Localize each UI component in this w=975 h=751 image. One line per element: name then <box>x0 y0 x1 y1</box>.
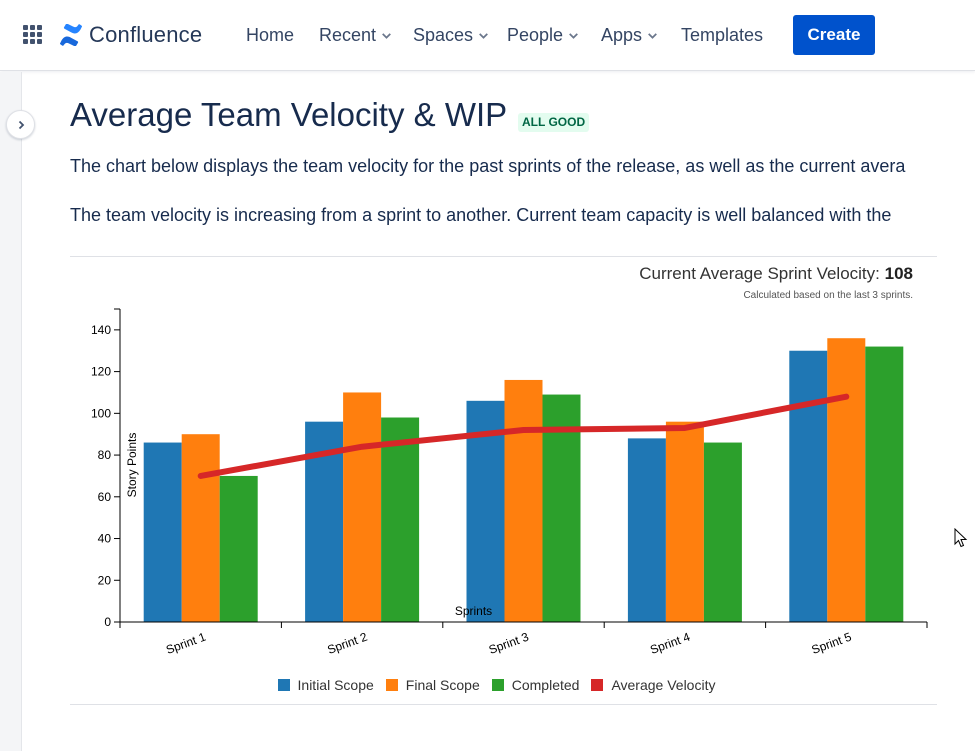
chevron-down-icon <box>479 33 488 39</box>
bar <box>143 442 182 622</box>
y-axis-label: Story Points <box>125 433 139 498</box>
nav-apps-label: Apps <box>601 25 643 45</box>
divider <box>70 704 937 705</box>
divider <box>70 256 937 257</box>
nav-people-label: People <box>507 25 564 45</box>
series-line <box>197 393 850 479</box>
legend-item[interactable]: Average Velocity <box>591 675 715 695</box>
bar <box>181 434 220 622</box>
nav-spaces[interactable]: Spaces <box>413 25 490 46</box>
velocity-note: Calculated based on the last 3 sprints. <box>743 290 913 301</box>
current-velocity-label: Current Average Sprint Velocity: <box>639 264 880 283</box>
bar <box>703 442 742 622</box>
legend-item[interactable]: Initial Scope <box>277 675 374 695</box>
bar <box>466 400 505 622</box>
chevron-right-icon <box>18 120 24 129</box>
bar <box>504 379 543 622</box>
expand-sidebar-button[interactable] <box>6 110 35 139</box>
bar <box>665 421 704 622</box>
confluence-logo[interactable]: Confluence <box>60 22 202 48</box>
top-navigation: Confluence Home Recent Spaces People App… <box>0 0 975 71</box>
current-velocity-value: 108 <box>884 264 913 283</box>
y-tick-label: 60 <box>98 490 112 504</box>
x-tick-label: Sprint 2 <box>325 630 369 657</box>
bar <box>381 417 420 622</box>
bar <box>542 394 581 622</box>
legend-item[interactable]: Completed <box>491 675 580 695</box>
current-velocity-headline: Current Average Sprint Velocity: 108 <box>639 264 913 284</box>
bar <box>627 438 666 622</box>
nav-recent-label: Recent <box>319 25 377 45</box>
y-tick-label: 20 <box>98 573 112 587</box>
x-tick-label: Sprint 1 <box>164 630 208 657</box>
legend-swatch <box>591 679 604 691</box>
nav-people[interactable]: People <box>507 25 580 46</box>
nav-home-label: Home <box>246 25 295 45</box>
nav-apps[interactable]: Apps <box>601 25 659 46</box>
nav-templates[interactable]: Templates <box>681 25 763 46</box>
nav-templates-label: Templates <box>681 25 764 45</box>
nav-spaces-label: Spaces <box>413 25 474 45</box>
legend-item[interactable]: Final Scope <box>385 675 480 695</box>
mouse-cursor-icon <box>954 528 968 548</box>
bar <box>827 338 866 622</box>
bar <box>343 392 382 622</box>
y-tick-label: 40 <box>98 532 112 546</box>
chevron-down-icon <box>569 33 578 39</box>
bar <box>305 421 344 622</box>
legend-label: Completed <box>511 677 580 693</box>
grid-icon[interactable] <box>23 25 43 45</box>
x-axis-label: Sprints <box>455 604 492 618</box>
y-tick-label: 140 <box>91 323 111 337</box>
legend-swatch <box>385 679 398 691</box>
legend-swatch <box>277 679 290 691</box>
logo-text: Confluence <box>89 22 203 47</box>
legend-swatch <box>491 679 504 691</box>
chevron-down-icon <box>382 33 391 39</box>
page-title: Average Team Velocity & WIP <box>70 96 508 133</box>
legend-label: Final Scope <box>405 677 480 693</box>
x-tick-label: Sprint 3 <box>487 630 531 657</box>
y-tick-label: 100 <box>91 406 111 420</box>
summary-paragraph: The team velocity is increasing from a s… <box>70 205 892 225</box>
bar <box>219 475 258 622</box>
y-tick-label: 0 <box>104 615 111 629</box>
x-tick-label: Sprint 5 <box>810 630 854 657</box>
legend-label: Initial Scope <box>297 677 374 693</box>
bar <box>865 346 904 622</box>
bar <box>789 350 828 622</box>
y-tick-label: 80 <box>98 448 112 462</box>
nav-recent[interactable]: Recent <box>319 25 393 46</box>
confluence-logo-icon <box>60 24 82 46</box>
y-tick-label: 120 <box>91 365 111 379</box>
chevron-down-icon <box>648 33 657 39</box>
create-button[interactable]: Create <box>793 15 875 55</box>
x-tick-label: Sprint 4 <box>648 630 692 657</box>
legend-label: Average Velocity <box>611 677 716 693</box>
chart-legend: Initial Scope Final Scope Completed Average… <box>0 675 975 695</box>
status-badge: ALL GOOD <box>518 113 590 132</box>
description-paragraph: The chart below displays the team veloci… <box>70 156 906 176</box>
nav-home[interactable]: Home <box>246 25 294 46</box>
sidebar-rail <box>0 72 22 751</box>
